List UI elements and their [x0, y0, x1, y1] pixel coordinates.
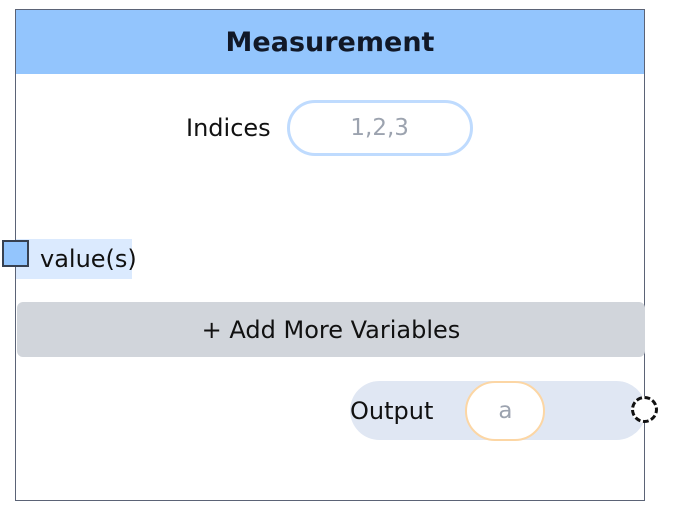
indices-input[interactable] [286, 100, 473, 156]
output-name-input[interactable] [465, 380, 546, 441]
output-label: Output [350, 396, 434, 425]
indices-row: Indices [186, 98, 473, 158]
node-header[interactable]: Measurement [16, 10, 644, 74]
output-port-handle[interactable] [631, 396, 658, 423]
output-row: Output [350, 380, 646, 441]
input-port-handle[interactable] [2, 240, 29, 267]
input-variable-row: value(s) [16, 239, 137, 279]
add-more-variables-button[interactable]: + Add More Variables [17, 302, 645, 357]
input-variable-label: value(s) [40, 245, 137, 273]
node-title: Measurement [225, 26, 435, 58]
measurement-node[interactable]: Measurement Indices value(s) + Add More … [2, 9, 658, 501]
indices-label: Indices [186, 114, 271, 142]
